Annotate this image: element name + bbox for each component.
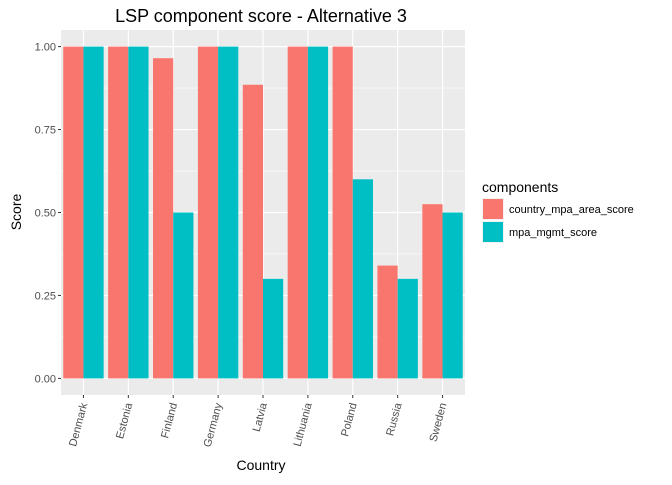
legend-label-mpa-mgmt-score: mpa_mgmt_score: [509, 227, 597, 239]
x-axis-title: Country: [236, 457, 285, 473]
y-axis: 0.00 0.25 0.50 0.75 1.00: [35, 42, 61, 385]
bar-germany-mpa-mgmt-score: [218, 46, 239, 379]
x-tick-label-lithuania: Lithuania: [292, 401, 315, 448]
x-tick-label-finland: Finland: [159, 402, 180, 440]
bar-russia-mpa-mgmt-score: [397, 278, 418, 379]
x-tick-label-russia: Russia: [384, 401, 405, 437]
bar-sweden-mpa-mgmt-score: [442, 212, 463, 379]
bar-finland-mpa-mgmt-score: [173, 212, 194, 379]
legend-swatch-country-mpa-area-score: [483, 199, 503, 219]
bar-lithuania-country-mpa-area-score: [287, 46, 308, 379]
bar-russia-country-mpa-area-score: [377, 265, 398, 379]
bar-poland-country-mpa-area-score: [332, 46, 353, 379]
bar-finland-country-mpa-area-score: [153, 58, 174, 379]
legend-swatch-mpa-mgmt-score: [483, 222, 503, 242]
y-tick-label: 0.00: [35, 373, 56, 385]
bar-latvia-mpa-mgmt-score: [263, 278, 284, 379]
y-tick-label: 0.25: [35, 290, 56, 302]
legend: components country_mpa_area_score mpa_mgm…: [482, 179, 634, 243]
bar-estonia-country-mpa-area-score: [108, 46, 129, 379]
chart-title: LSP component score - Alternative 3: [115, 6, 407, 26]
x-tick-label-sweden: Sweden: [428, 402, 450, 444]
x-axis: Denmark Estonia Finland Germany Latvia Lithua…: [67, 395, 449, 448]
bar-denmark-mpa-mgmt-score: [83, 46, 104, 379]
y-tick-label: 1.00: [35, 42, 56, 54]
bar-lithuania-mpa-mgmt-score: [307, 46, 329, 379]
bars: [63, 46, 463, 379]
y-tick-label: 0.50: [35, 208, 56, 220]
legend-title: components: [482, 179, 558, 195]
legend-label-country-mpa-area-score: country_mpa_area_score: [509, 204, 634, 216]
bar-sweden-country-mpa-area-score: [422, 204, 443, 379]
bar-germany-country-mpa-area-score: [197, 46, 219, 379]
x-tick-label-estonia: Estonia: [114, 401, 135, 440]
bar-latvia-country-mpa-area-score: [242, 84, 263, 379]
x-tick-label-germany: Germany: [202, 401, 225, 448]
bar-poland-mpa-mgmt-score: [352, 179, 373, 379]
x-tick-label-poland: Poland: [339, 402, 359, 438]
bar-denmark-country-mpa-area-score: [63, 46, 84, 379]
x-tick-label-latvia: Latvia: [251, 401, 270, 433]
x-tick-label-denmark: Denmark: [67, 401, 90, 448]
y-tick-label: 0.75: [35, 125, 56, 137]
bar-estonia-mpa-mgmt-score: [128, 46, 149, 379]
y-axis-title: Score: [8, 194, 24, 231]
